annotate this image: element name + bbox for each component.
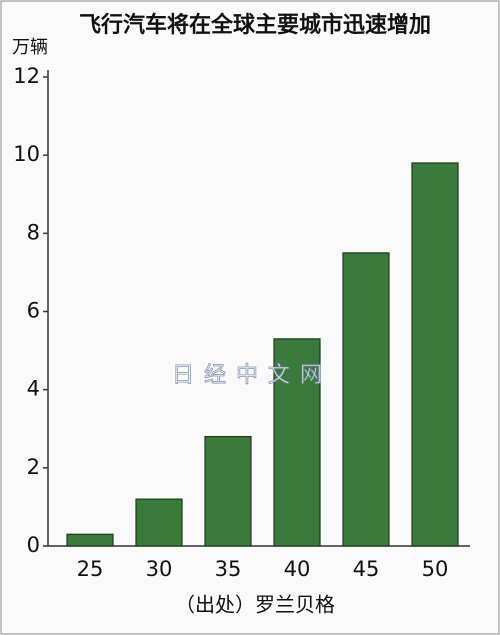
bar — [273, 338, 321, 547]
x-tick-label: 40 — [284, 557, 311, 581]
y-tick-label: 4 — [27, 377, 40, 401]
x-tick-label: 35 — [215, 557, 242, 581]
y-tick-label: 2 — [27, 455, 40, 479]
x-tick-label: 30 — [146, 557, 173, 581]
source: （出处）罗兰贝格 — [175, 593, 335, 617]
bar — [342, 252, 390, 547]
y-axis-label: 万辆 — [12, 37, 48, 58]
chart-title: 飞行汽车将在全球主要城市迅速增加 — [79, 12, 431, 38]
bar — [135, 498, 183, 547]
x-tick-label: 25 — [77, 557, 104, 581]
y-tick-label: 10 — [13, 142, 40, 166]
x-tick-label: 45 — [353, 557, 380, 581]
y-tick-label: 0 — [27, 533, 40, 557]
bar — [411, 162, 459, 547]
y-tick-label: 8 — [27, 220, 40, 244]
watermark: 日经中文网 — [172, 363, 332, 388]
y-tick-label: 12 — [13, 64, 40, 88]
x-tick-label: 50 — [422, 557, 449, 581]
bar — [204, 435, 252, 547]
bar — [66, 533, 114, 547]
y-tick-label: 6 — [27, 299, 40, 323]
